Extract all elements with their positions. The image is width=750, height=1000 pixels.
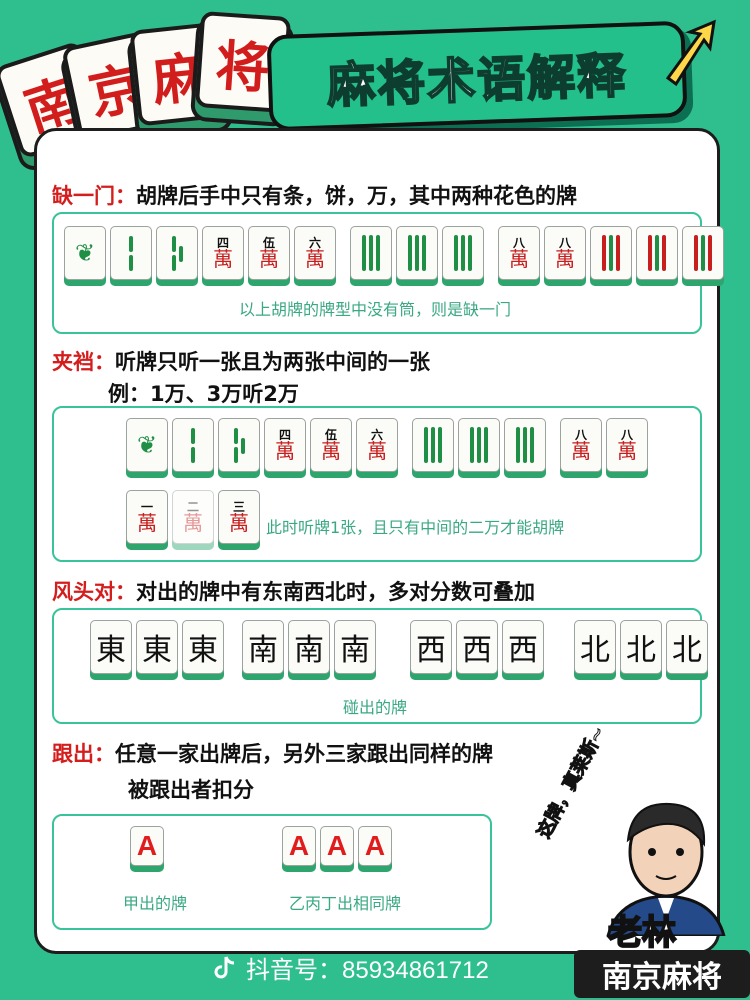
tile-wind-east: 東 xyxy=(136,620,178,674)
brand-name-bottom: 南京麻将 xyxy=(574,950,750,998)
tile-bamboo-9 xyxy=(412,418,454,472)
tile-bamboo-9 xyxy=(442,226,484,280)
tile-wan-1: 一萬 xyxy=(126,490,168,544)
caption-gen-right: 乙丙丁出相同牌 xyxy=(288,894,401,913)
tile-wan-6: 六萬 xyxy=(294,226,336,280)
title-banner: 麻将术语解释 xyxy=(266,20,688,132)
tile-bamboo-2 xyxy=(110,226,152,280)
section-gen-title: 跟出：任意一家出牌后，另外三家跟出同样的牌 xyxy=(52,742,493,766)
tiles-jia-row2: 一萬 二萬 三萬 xyxy=(126,490,264,544)
section-que-title: 缺一门：胡牌后手中只有条，饼，万，其中两种花色的牌 xyxy=(52,184,577,208)
tile-bamboo-3 xyxy=(218,418,260,472)
tile-wind-west: 西 xyxy=(456,620,498,674)
douyin-icon xyxy=(214,955,235,978)
tile-wan-8: 八萬 xyxy=(498,226,540,280)
tiles-feng: 東 東 東 南 南 南 西 西 西 北 北 北 xyxy=(90,620,712,674)
tile-wind-west: 西 xyxy=(502,620,544,674)
tile-bamboo-3 xyxy=(156,226,198,280)
tile-bamboo-2 xyxy=(172,418,214,472)
tiles-que: ❦ 四萬 伍萬 六萬 八萬 八萬 xyxy=(64,226,728,280)
section-feng-title: 风头对：对出的牌中有东南西北时，多对分数可叠加 xyxy=(52,580,535,604)
tile-wan-6: 六萬 xyxy=(356,418,398,472)
tile-bamboo-red xyxy=(590,226,632,280)
tile-wind-south: 南 xyxy=(288,620,330,674)
douyin-id: 抖音号：85934861712 xyxy=(214,950,489,985)
arrow-icon xyxy=(665,19,716,87)
tile-bamboo-red xyxy=(682,226,724,280)
tile-wind-south: 南 xyxy=(242,620,284,674)
tiles-jia-row1: ❦ 四萬 伍萬 六萬 八萬 八萬 xyxy=(126,418,652,472)
section-gen-desc2: 被跟出者扣分 xyxy=(128,778,254,802)
tile-wan-8: 八萬 xyxy=(606,418,648,472)
section-jia-example: 例：1万、3万听2万 xyxy=(108,382,299,406)
tile-wind-east: 東 xyxy=(90,620,132,674)
tiles-gen-left: A xyxy=(130,826,168,866)
tile-bamboo-1: ❦ xyxy=(126,418,168,472)
tile-wan-4: 四萬 xyxy=(202,226,244,280)
tile-a: A xyxy=(282,826,316,866)
tile-wind-north: 北 xyxy=(620,620,662,674)
tiles-gen-right: A A A xyxy=(282,826,396,866)
tile-a: A xyxy=(130,826,164,866)
bird-icon: ❦ xyxy=(136,431,158,459)
section-jia-title: 夹裆：听牌只听一张且为两张中间的一张 xyxy=(52,350,430,374)
avatar xyxy=(606,802,726,936)
caption-gen-left: 甲出的牌 xyxy=(122,894,187,913)
brand-name-top: 老林 xyxy=(607,912,677,954)
tile-wind-south: 南 xyxy=(334,620,376,674)
tile-bamboo-1: ❦ xyxy=(64,226,106,280)
tile-wan-8: 八萬 xyxy=(544,226,586,280)
caption-jia: 此时听牌1张，且只有中间的二万才能胡牌 xyxy=(266,518,565,537)
bird-icon: ❦ xyxy=(74,239,96,267)
page-title: 麻将术语解释 xyxy=(325,47,629,115)
tile-bamboo-9 xyxy=(396,226,438,280)
tile-wind-north: 北 xyxy=(666,620,708,674)
tile-bamboo-9 xyxy=(458,418,500,472)
tile-wan-5: 伍萬 xyxy=(248,226,290,280)
tile-bamboo-red xyxy=(636,226,678,280)
tile-wan-2-waiting: 二萬 xyxy=(172,490,214,544)
tile-wind-west: 西 xyxy=(410,620,452,674)
tile-wind-north: 北 xyxy=(574,620,616,674)
tile-wind-east: 東 xyxy=(182,620,224,674)
tile-bamboo-9 xyxy=(350,226,392,280)
caption-que: 以上胡牌的牌型中没有筒，则是缺一门 xyxy=(238,300,511,319)
caption-feng: 碰出的牌 xyxy=(342,698,407,717)
tile-wan-5: 伍萬 xyxy=(310,418,352,472)
tile-wan-8: 八萬 xyxy=(560,418,602,472)
section-gen-box xyxy=(52,814,492,930)
tile-wan-4: 四萬 xyxy=(264,418,306,472)
tile-bamboo-9 xyxy=(504,418,546,472)
tile-a: A xyxy=(320,826,354,866)
tile-a: A xyxy=(358,826,392,866)
tile-wan-3: 三萬 xyxy=(218,490,260,544)
